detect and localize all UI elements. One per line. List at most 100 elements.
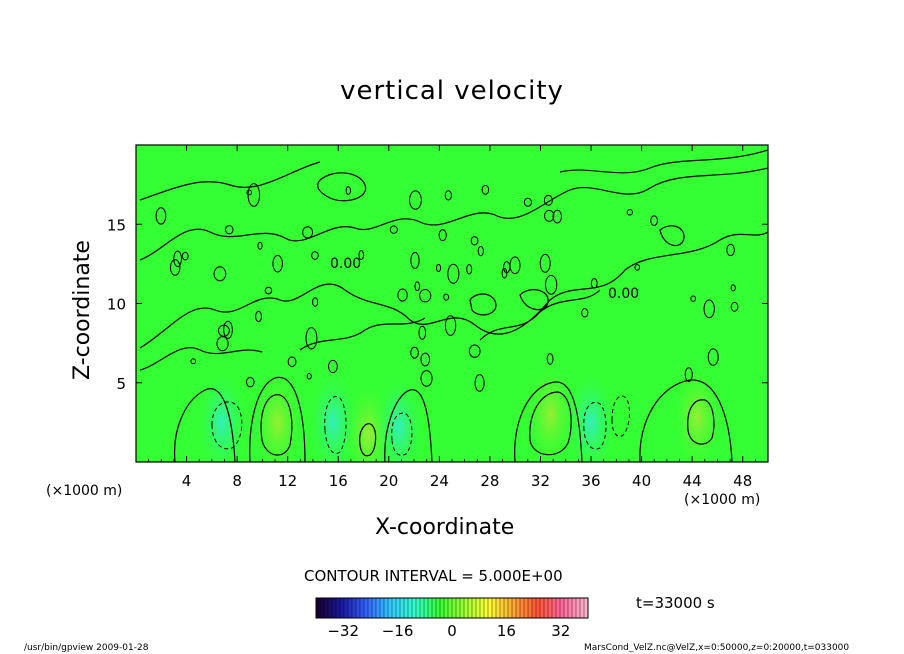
contour-line [299, 317, 426, 351]
colorbar-segment [568, 598, 573, 618]
contour-cell [466, 264, 473, 275]
contour-cell [181, 251, 189, 261]
contour-cell [470, 236, 479, 246]
contour-cell [447, 263, 460, 284]
contour-cell [634, 264, 641, 271]
colorbar-segment [340, 598, 345, 618]
contour-line [173, 388, 236, 462]
contour-line-negative [211, 401, 243, 450]
contour-cell [306, 373, 312, 380]
colorbar-segment [552, 598, 557, 618]
contour-line [659, 225, 685, 247]
colorbar-tick-label: 16 [497, 622, 516, 640]
colorbar-frame [315, 597, 589, 619]
contour-cell [328, 359, 338, 374]
feature-blob [565, 367, 618, 462]
contour-line [479, 289, 601, 341]
colorbar-tick-label: 32 [551, 622, 570, 640]
contour-cell [690, 295, 697, 302]
contour-cell [397, 288, 408, 302]
x-tick-label: 28 [480, 472, 499, 490]
colorbar-segment [428, 598, 433, 618]
colorbar-segment [384, 598, 389, 618]
colorbar-segment [316, 598, 321, 618]
colorbar-segment [476, 598, 481, 618]
colorbar: −32 −16 0 16 32 [315, 597, 589, 640]
x-tick-label: 16 [329, 472, 348, 490]
contour-cell [474, 374, 485, 392]
colorbar-segment [420, 598, 425, 618]
contour-cell [543, 194, 553, 206]
contour-cell [509, 256, 521, 275]
colorbar-segment [512, 598, 517, 618]
colorbar-segment [480, 598, 485, 618]
x-axis-label: X-coordinate [375, 515, 515, 540]
contour-line [469, 293, 497, 316]
contour-cell [311, 251, 319, 260]
contour-cell [436, 263, 442, 273]
contour-line [384, 389, 433, 462]
colorbar-segment [440, 598, 445, 618]
contour-cell [302, 226, 314, 239]
contour-cell [730, 301, 739, 312]
colorbar-segment [424, 598, 429, 618]
y-axis-label: Z-coordinate [70, 240, 95, 380]
contour-cell [443, 293, 450, 301]
contour-cell [173, 250, 183, 268]
contour-cell [626, 209, 633, 216]
contour-cell [190, 358, 197, 365]
colorbar-segment [576, 598, 581, 618]
contour-label: 0.00 [330, 256, 361, 272]
contour-cell [287, 356, 297, 368]
contour-line [139, 167, 768, 261]
time-text: t=33000 s [636, 594, 715, 612]
contour-cell [358, 250, 365, 260]
contour-cell [545, 274, 558, 295]
contour-cell [544, 209, 555, 222]
colorbar-segment [344, 598, 349, 618]
x-unit-label-left: (×1000 m) [46, 483, 123, 499]
contour-line [519, 289, 549, 311]
colorbar-segment [332, 598, 337, 618]
x-tick-label: 20 [379, 472, 398, 490]
colorbar-segment [328, 598, 333, 618]
contour-cell [410, 346, 419, 359]
contour-cell [245, 376, 255, 388]
contour-cell [726, 243, 735, 257]
negative-contours [211, 395, 630, 456]
colorbar-segment [560, 598, 565, 618]
contour-cell [420, 370, 433, 387]
colorbar-segment [388, 598, 393, 618]
colorbar-segment [564, 598, 569, 618]
contour-line [260, 394, 293, 456]
colorbar-segment [460, 598, 465, 618]
small-contour-cells [155, 183, 739, 392]
contour-line [249, 376, 306, 462]
footer-left: /usr/bin/gpview 2009-01-28 [24, 643, 149, 653]
contour-line [559, 149, 768, 174]
x-tick-label: 32 [531, 472, 550, 490]
contour-cell [213, 266, 227, 282]
colorbar-segment [360, 598, 365, 618]
x-tick-label: 44 [683, 472, 702, 490]
colorbar-segment [496, 598, 501, 618]
contour-cell [419, 288, 432, 303]
x-unit-label-right: (×1000 m) [684, 492, 761, 508]
colorbar-segment [400, 598, 405, 618]
contour-cell [684, 367, 693, 382]
contour-cell [730, 284, 736, 292]
contour-cell [501, 268, 508, 279]
colorbar-segment [324, 598, 329, 618]
contour-line-negative [611, 395, 630, 437]
contour-line-negative [324, 396, 347, 454]
contour-cell [305, 327, 318, 350]
contour-cell [481, 184, 490, 195]
contour-cell [707, 348, 719, 366]
y-tick-label: 15 [107, 216, 126, 234]
contour-label: 0.00 [608, 286, 639, 302]
contour-cell [414, 281, 421, 292]
colorbar-segment [444, 598, 449, 618]
colorbar-segment [540, 598, 545, 618]
colorbar-segment [356, 598, 361, 618]
